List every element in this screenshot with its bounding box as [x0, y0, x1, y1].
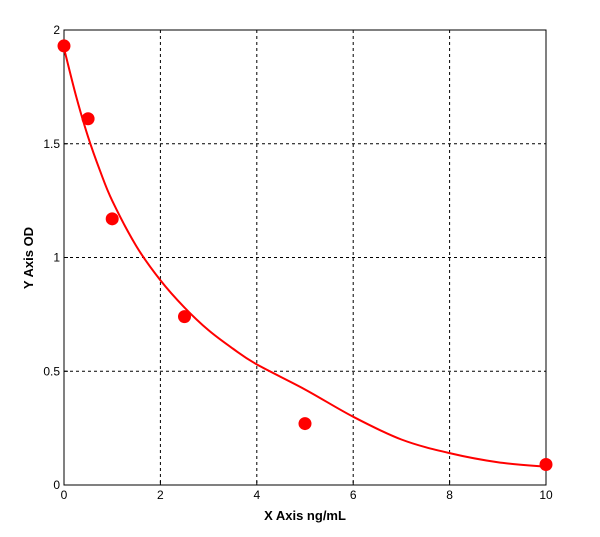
x-axis-title: X Axis ng/mL	[264, 508, 346, 523]
data-point	[178, 310, 191, 324]
x-tick-label: 10	[539, 488, 553, 502]
y-tick-labels: 0 0.5 1 1.5 2	[43, 23, 68, 492]
y-tick-label: 2	[53, 23, 60, 37]
data-point	[57, 39, 71, 53]
x-tick-label: 2	[157, 488, 164, 502]
x-tick-label: 6	[350, 488, 357, 502]
y-tick-label: 1	[53, 251, 60, 265]
x-tick-label: 8	[446, 488, 453, 502]
data-point	[105, 212, 119, 226]
y-tick-label: 0.5	[43, 364, 60, 378]
data-points-layer	[57, 39, 553, 472]
x-tick-label: 0	[61, 488, 68, 502]
y-tick-label: 1.5	[43, 137, 60, 151]
x-tick-labels: 0 2 4 6 8 10	[61, 481, 553, 502]
fitted-curve	[63, 47, 547, 468]
data-point	[539, 458, 553, 472]
y-axis-title: Y Axis OD	[21, 227, 36, 289]
x-tick-label: 4	[253, 488, 260, 502]
fitted-curve-layer	[63, 47, 547, 468]
data-point	[81, 112, 95, 126]
data-point	[298, 417, 312, 431]
y-tick-label: 0	[53, 478, 60, 492]
